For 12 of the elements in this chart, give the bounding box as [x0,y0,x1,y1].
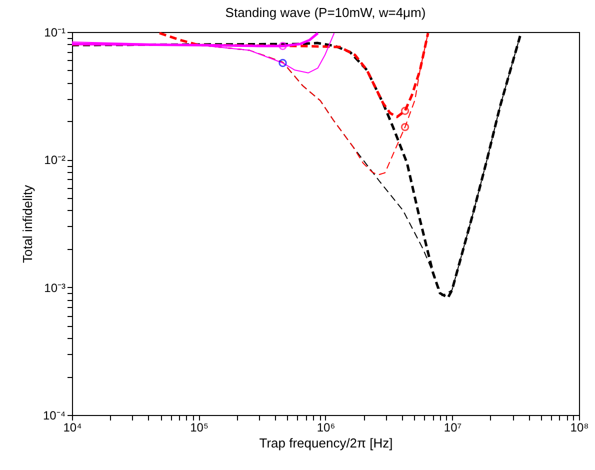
x-tick-label: 10⁴ [63,420,82,434]
y-tick-label: 10⁻³ [44,280,66,295]
chart-title: Standing wave (P=10mW, w=4μm) [225,5,426,20]
y-tick-label: 10⁻² [44,153,66,168]
x-tick-label: 10⁷ [444,420,462,434]
x-tick-label: 10⁸ [570,420,589,434]
x-tick-label: 10⁵ [190,420,208,434]
y-tick-label: 10⁻¹ [44,26,66,40]
y-tick-label: 10⁻⁴ [42,408,66,422]
y-axis-title: Total infidelity [20,184,35,264]
x-tick-label: 10⁶ [316,420,336,434]
x-axis-title: Trap frequency/2π [Hz] [259,436,393,450]
